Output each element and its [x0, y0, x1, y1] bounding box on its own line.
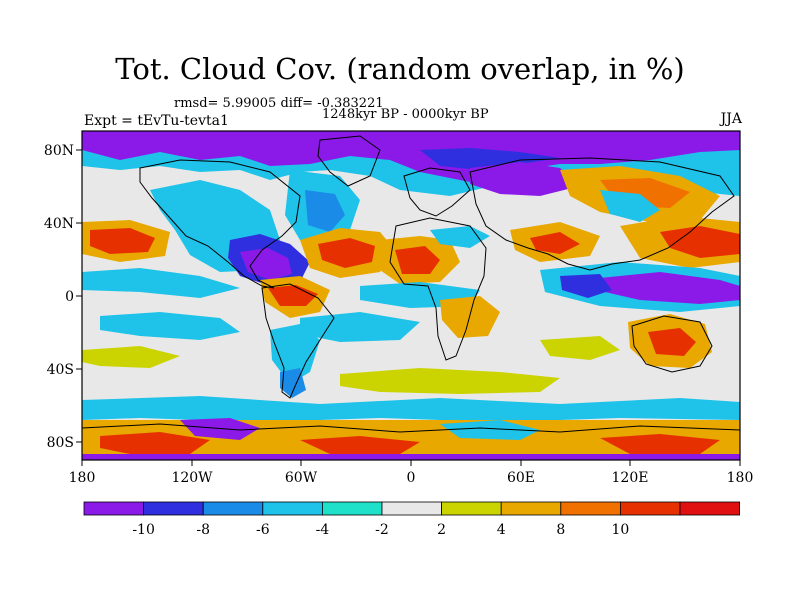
coastlines [82, 135, 740, 433]
anomaly-region [530, 232, 580, 254]
colorbar-label: 8 [556, 522, 565, 538]
anomaly-region [600, 190, 660, 222]
colorbar-label: -6 [256, 522, 270, 538]
longitude-axis: 180 120W 60W 0 60E 120E 180 [69, 460, 754, 486]
colorbar-swatch [500, 501, 562, 516]
lon-label: 180 [727, 470, 754, 486]
rmsd-diff-stats: rmsd= 5.99005 diff= -0.383221 [174, 96, 384, 111]
anomaly-region [300, 312, 420, 342]
lon-label: 60E [507, 470, 535, 486]
lat-label: 80N [44, 143, 74, 159]
lat-label: 40N [44, 216, 74, 232]
anomaly-region [318, 238, 375, 268]
colorbar-swatch [321, 501, 383, 516]
colorbar-label: -2 [375, 522, 389, 538]
antarctica-coast [82, 423, 740, 433]
plot-title: Tot. Cloud Cov. (random overlap, in %) [115, 52, 685, 86]
colorbar-swatch [679, 501, 740, 516]
lon-label: 0 [407, 470, 416, 486]
anomaly-region [305, 190, 345, 232]
colorbar-swatch [202, 501, 264, 516]
anomaly-region [82, 396, 740, 422]
anomaly-region [82, 131, 740, 184]
anomaly-region [440, 296, 500, 338]
anomaly-region [600, 272, 740, 304]
lon-label: 60W [285, 470, 318, 486]
anomaly-region [430, 226, 490, 248]
colorbar-swatch [143, 501, 204, 516]
colorbar-label: 2 [437, 522, 446, 538]
lon-label: 120W [171, 470, 213, 486]
europe-coast [403, 167, 471, 217]
lon-label: 180 [69, 470, 96, 486]
colorbar-swatch [262, 501, 323, 516]
colorbar-swatch [83, 501, 144, 516]
colorbar-swatch [560, 501, 621, 516]
season-label: JJA [720, 111, 742, 127]
anomaly-region [268, 285, 318, 306]
colorbar-label: 4 [497, 522, 506, 538]
asia-coast [469, 157, 735, 271]
latitude-axis: 80N 40N 0 40S 80S [44, 143, 82, 451]
lat-label: 0 [65, 289, 74, 305]
lon-label: 120E [612, 470, 649, 486]
australia-coast [631, 315, 713, 373]
anomaly-region [300, 436, 420, 454]
anomaly-region [540, 336, 620, 360]
colorbar-label: 10 [611, 522, 629, 538]
antarctic-strip [82, 454, 740, 460]
experiment-label: Expt = tEvTu-tevta1 [84, 113, 229, 129]
africa-coast [389, 217, 487, 361]
anomaly-region [270, 324, 320, 384]
anomaly-region [395, 246, 440, 274]
north-america-coast [139, 159, 301, 289]
south-america-coast [261, 283, 335, 399]
colorbar-label: -4 [316, 522, 330, 538]
map-panel [82, 131, 740, 460]
time-period-label: 1248kyr BP - 0000kyr BP [322, 107, 489, 122]
anomaly-region [560, 274, 612, 298]
colorbar-label: -8 [196, 522, 210, 538]
anomaly-region [440, 420, 540, 440]
greenland-coast [317, 135, 381, 187]
lat-label: 40S [47, 362, 74, 378]
anomaly-region [340, 368, 560, 394]
colorbar-swatch [441, 501, 502, 516]
colorbar-label: -10 [132, 522, 155, 538]
anomaly-region [648, 328, 696, 356]
colorbar-swatch [620, 501, 681, 516]
lat-label: 80S [47, 435, 74, 451]
anomaly-region [82, 268, 240, 298]
anomaly-region [660, 226, 740, 258]
colorbar-swatch [381, 501, 442, 516]
anomaly-region [470, 162, 580, 196]
anomaly-region [90, 228, 155, 254]
anomaly-region [420, 148, 560, 170]
anomaly-region [600, 434, 720, 454]
colorbar: -10 -8 -6 -4 -2 2 4 8 10 [83, 501, 740, 538]
anomaly-region [82, 346, 180, 368]
anomaly-region [100, 432, 210, 454]
anomaly-region [100, 312, 240, 340]
